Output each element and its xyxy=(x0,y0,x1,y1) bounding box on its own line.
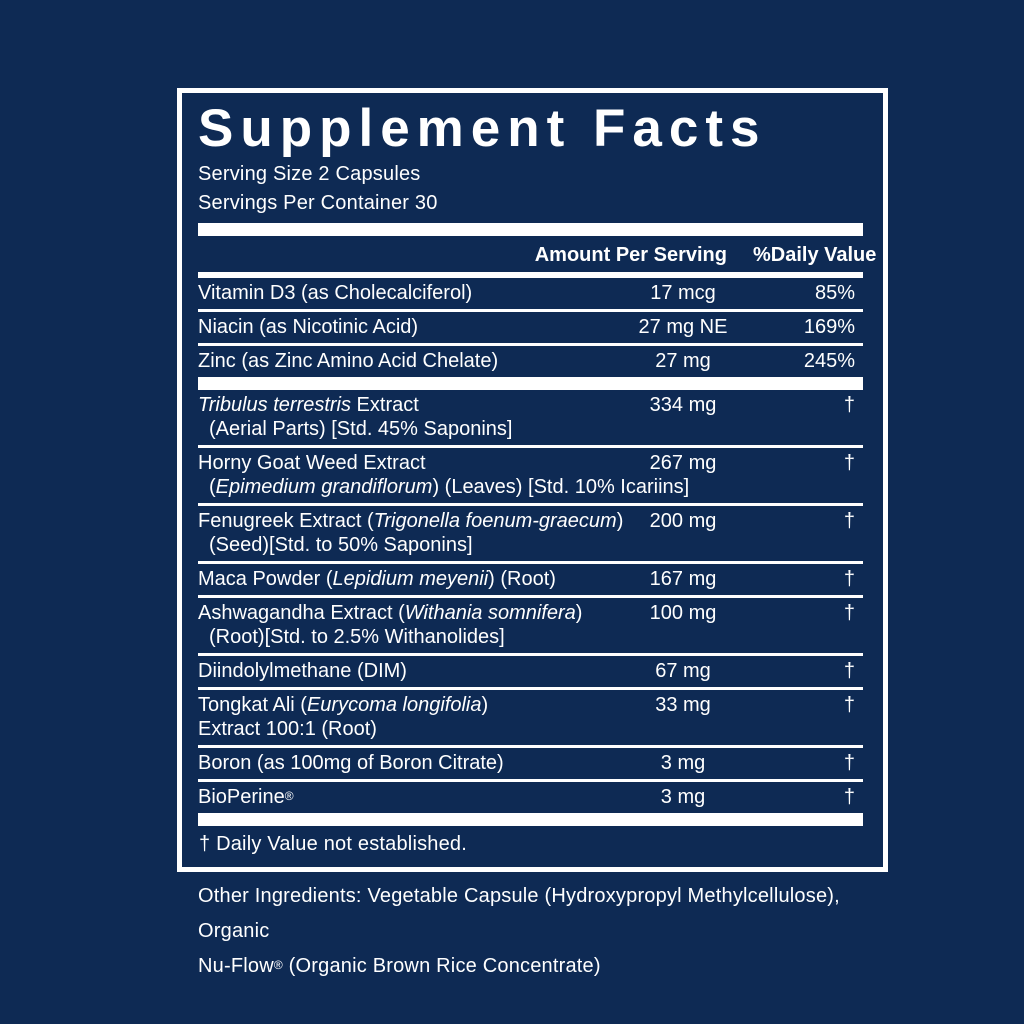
daily-value-footnote: † Daily Value not established. xyxy=(199,833,468,855)
ingredient-name: Zinc (as Zinc Amino Acid Chelate) xyxy=(198,350,499,372)
daily-value: † xyxy=(843,660,855,682)
ingredient-name: Maca Powder (Lepidium meyenii) (Root) xyxy=(198,568,556,590)
section-divider-bar xyxy=(198,377,863,390)
amount-per-serving-value: 3 mg xyxy=(660,752,706,774)
table-row: Fenugreek Extract (Trigonella foenum-gra… xyxy=(198,503,863,561)
amount-per-serving-value: 33 mg xyxy=(655,694,711,716)
daily-value: † xyxy=(843,510,855,532)
table-row: Ashwagandha Extract (Withania somnifera)… xyxy=(198,595,863,653)
amount-per-serving-value: 17 mcg xyxy=(650,282,716,304)
divider-bar xyxy=(198,223,863,236)
table-row: Maca Powder (Lepidium meyenii) (Root) 167… xyxy=(198,561,863,595)
amount-per-serving-value: 67 mg xyxy=(655,660,711,682)
ingredient-name: Tongkat Ali (Eurycoma longifolia) Extract… xyxy=(198,694,489,740)
facts-rows: Vitamin D3 (as Cholecalciferol) 17 mcg 85%… xyxy=(198,278,863,813)
table-row: Vitamin D3 (as Cholecalciferol) 17 mcg 85% xyxy=(198,278,863,309)
amount-per-serving-value: 267 mg xyxy=(649,452,717,474)
servings-per-container-text: Servings Per Container 30 xyxy=(198,192,438,214)
ingredient-name: Boron (as 100mg of Boron Citrate) xyxy=(198,752,504,774)
ingredient-name: Niacin (as Nicotinic Acid) xyxy=(198,316,419,338)
ingredient-name: BioPerine® xyxy=(198,786,294,808)
daily-value-header: %Daily Value xyxy=(753,244,877,266)
table-row: Tribulus terrestris Extract (Aerial Parts… xyxy=(198,390,863,445)
supplement-facts-title: Supplement Facts xyxy=(198,99,767,158)
amount-per-serving-value: 27 mg NE xyxy=(638,316,728,338)
supplement-facts-panel: Supplement Facts Serving Size 2 Capsules… xyxy=(177,88,888,872)
ingredient-name: Ashwagandha Extract (Withania somnifera)… xyxy=(198,602,583,648)
ingredient-name: Tribulus terrestris Extract (Aerial Parts… xyxy=(198,394,513,440)
amount-per-serving-header: Amount Per Serving xyxy=(534,244,727,266)
daily-value: 169% xyxy=(803,316,855,338)
daily-value: 85% xyxy=(814,282,855,304)
column-header-row: Amount Per Serving %Daily Value xyxy=(198,236,877,278)
daily-value: † xyxy=(843,602,855,624)
amount-per-serving-value: 200 mg xyxy=(649,510,717,532)
daily-value: † xyxy=(843,786,855,808)
other-ingredients-line: Nu-Flow® (Organic Brown Rice Concentrate… xyxy=(198,955,601,977)
amount-per-serving-value: 334 mg xyxy=(649,394,717,416)
table-row: BioPerine® 3 mg † xyxy=(198,779,863,813)
table-row: Tongkat Ali (Eurycoma longifolia) Extract… xyxy=(198,687,863,745)
table-row: Diindolylmethane (DIM) 67 mg † xyxy=(198,653,863,687)
ingredient-name: Vitamin D3 (as Cholecalciferol) xyxy=(198,282,473,304)
daily-value: † xyxy=(843,694,855,716)
amount-per-serving-value: 100 mg xyxy=(649,602,717,624)
other-ingredients-line: Other Ingredients: Vegetable Capsule (Hy… xyxy=(198,885,840,942)
daily-value: † xyxy=(843,394,855,416)
table-row: Horny Goat Weed Extract (Epimedium grandi… xyxy=(198,445,863,503)
ingredient-name: Fenugreek Extract (Trigonella foenum-gra… xyxy=(198,510,624,556)
ingredient-name: Horny Goat Weed Extract (Epimedium grandi… xyxy=(198,452,690,498)
divider-bar xyxy=(198,813,863,826)
daily-value: † xyxy=(843,568,855,590)
daily-value: † xyxy=(843,752,855,774)
ingredient-name: Diindolylmethane (DIM) xyxy=(198,660,407,682)
amount-per-serving-value: 167 mg xyxy=(649,568,717,590)
daily-value: 245% xyxy=(803,350,855,372)
amount-per-serving-value: 27 mg xyxy=(655,350,711,372)
amount-per-serving-value: 3 mg xyxy=(660,786,706,808)
table-row: Niacin (as Nicotinic Acid) 27 mg NE 169% xyxy=(198,309,863,343)
other-ingredients-text: Other Ingredients: Vegetable Capsule (Hy… xyxy=(198,879,904,984)
serving-size-text: Serving Size 2 Capsules xyxy=(198,163,421,185)
table-row: Boron (as 100mg of Boron Citrate) 3 mg † xyxy=(198,745,863,779)
table-row: Zinc (as Zinc Amino Acid Chelate) 27 mg 24… xyxy=(198,343,863,377)
daily-value: † xyxy=(843,452,855,474)
